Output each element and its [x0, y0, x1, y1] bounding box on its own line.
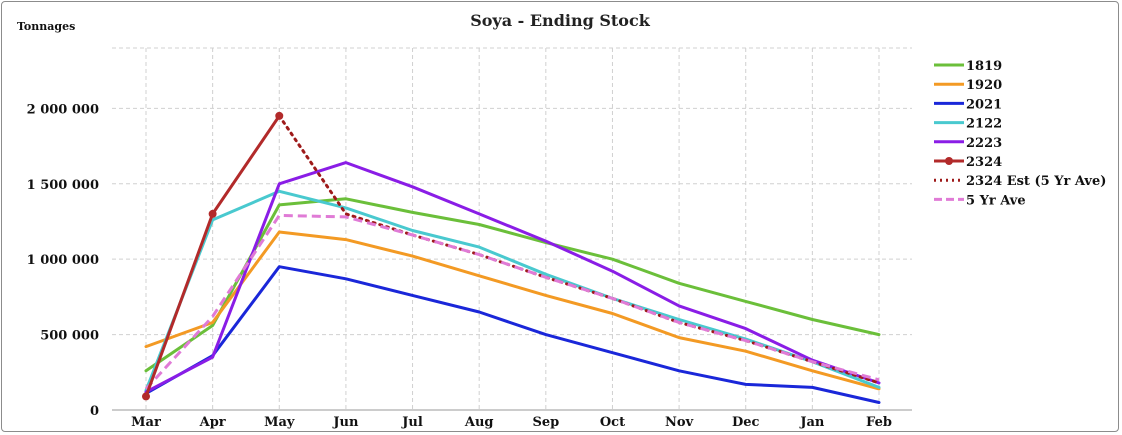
x-tick-label: Apr [199, 415, 226, 430]
x-tick-label: Nov [665, 415, 694, 430]
y-axis-label: Tonnages [17, 20, 75, 33]
chart-title: Soya - Ending Stock [470, 11, 651, 30]
series-line-2223 [144, 161, 881, 394]
series-line-5-yr-ave [144, 213, 880, 390]
x-tick-label: Sep [532, 415, 559, 430]
legend-label: 2324 [966, 155, 1002, 170]
legend-label: 2021 [966, 97, 1002, 112]
x-axis-ticks: Mar Apr May Jun Jul Aug Sep Oct Nov Dec Jan Feb [131, 415, 892, 430]
x-tick-label: May [264, 415, 295, 430]
legend-label: 1819 [966, 59, 1002, 74]
x-tick-label: Jan [799, 415, 825, 430]
y-tick-label: 500 000 [40, 329, 99, 344]
y-axis-ticks: 0 500 000 1 000 000 1 500 000 2 000 000 [27, 102, 99, 419]
series-line-1920 [144, 230, 881, 391]
x-tick-label: Jun [332, 415, 359, 430]
legend-label: 2324 Est (5 Yr Ave) [966, 174, 1106, 189]
legend-label: 2122 [966, 117, 1002, 132]
x-tick-label: Oct [600, 415, 625, 430]
y-tick-label: 2 000 000 [27, 102, 99, 117]
series-lines [142, 111, 881, 404]
x-tick-label: Dec [732, 415, 760, 430]
data-point-2324 [142, 392, 150, 401]
series-line-2021 [144, 265, 881, 404]
x-tick-label: Jul [401, 415, 423, 430]
x-tick-label: Mar [131, 415, 161, 430]
legend-marker [945, 157, 953, 165]
y-tick-label: 1 500 000 [27, 178, 99, 193]
series-line-2324-est-5-yr-ave- [277, 114, 881, 385]
y-tick-label: 0 [90, 404, 99, 419]
legend-label: 2223 [966, 136, 1002, 151]
legend: 1819 1920 2021 2122 2223 2324 2324 Est (5 Yr A… [934, 59, 1106, 208]
y-tick-label: 1 000 000 [27, 253, 99, 268]
grid [112, 47, 912, 411]
legend-label: 5 Yr Ave [966, 193, 1026, 208]
legend-label: 1920 [966, 78, 1002, 93]
series-line-1819 [144, 197, 881, 373]
x-tick-label: Feb [866, 415, 892, 430]
x-tick-label: Aug [464, 415, 494, 430]
data-point-2324 [275, 111, 284, 120]
series-line-2122 [144, 189, 881, 392]
data-point-2324 [208, 209, 217, 218]
